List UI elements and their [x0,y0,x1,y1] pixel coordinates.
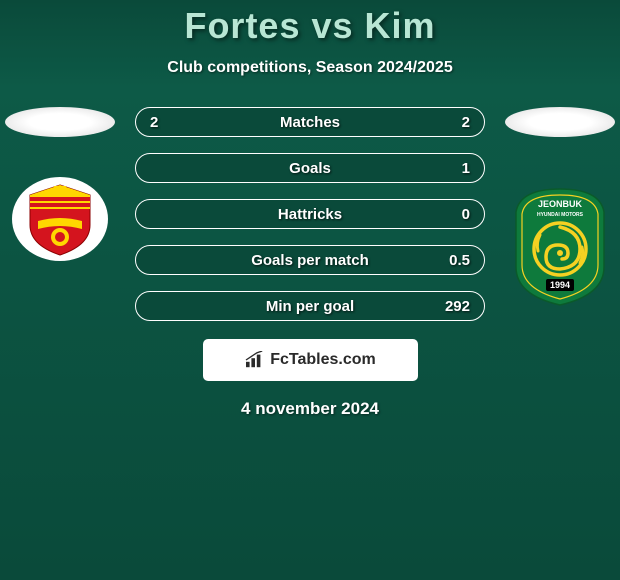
stat-right-value: 0.5 [430,252,470,269]
crest-year: 1994 [550,280,570,290]
subtitle: Club competitions, Season 2024/2025 [0,59,620,77]
brand-text: FcTables.com [270,351,376,369]
club-crest-left [10,177,110,262]
stat-label: Hattricks [278,206,342,223]
stat-label: Goals [289,160,331,177]
stat-left-value: 2 [150,114,190,131]
crest-bottom-text: HYUNDAI MOTORS [537,212,584,218]
main-row: 2 Matches 2 Goals 1 Hattricks 0 Goals pe… [0,107,620,321]
stat-label: Goals per match [251,252,369,269]
stat-row-goals-per-match: Goals per match 0.5 [135,245,485,275]
chart-icon [244,351,266,369]
stat-row-goals: Goals 1 [135,153,485,183]
stats-column: 2 Matches 2 Goals 1 Hattricks 0 Goals pe… [120,107,500,321]
left-column [0,107,120,262]
player-placeholder-right [505,107,615,137]
stat-right-value: 0 [430,206,470,223]
stat-right-value: 292 [430,298,470,315]
stat-label: Min per goal [266,298,354,315]
crest-top-text: JEONBUK [538,199,583,209]
player-placeholder-left [5,107,115,137]
page-title: Fortes vs Kim [0,5,620,47]
stat-row-matches: 2 Matches 2 [135,107,485,137]
shield-icon: JEONBUK HYUNDAI MOTORS 1994 [510,187,610,307]
stat-row-min-per-goal: Min per goal 292 [135,291,485,321]
shield-icon [10,177,110,262]
stat-label: Matches [280,114,340,131]
stat-right-value: 1 [430,160,470,177]
comparison-card: Fortes vs Kim Club competitions, Season … [0,0,620,419]
date-text: 4 november 2024 [0,399,620,419]
brand-badge[interactable]: FcTables.com [203,339,418,381]
club-crest-right: JEONBUK HYUNDAI MOTORS 1994 [510,187,610,307]
stat-right-value: 2 [430,114,470,131]
stat-row-hattricks: Hattricks 0 [135,199,485,229]
right-column: JEONBUK HYUNDAI MOTORS 1994 [500,107,620,307]
